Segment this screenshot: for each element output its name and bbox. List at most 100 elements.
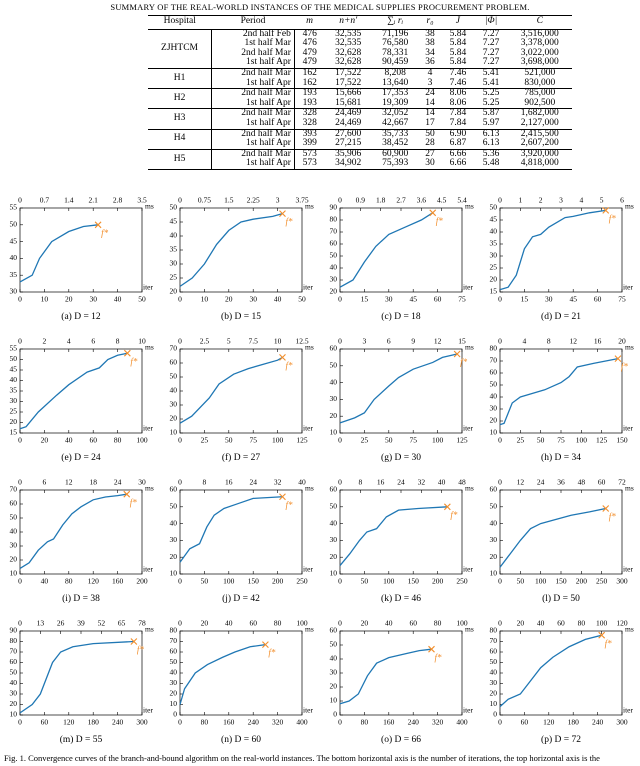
y-tick-label: 40 xyxy=(10,527,18,536)
top-axis-label: ms xyxy=(625,202,634,211)
top-tick-label: 8 xyxy=(547,337,551,346)
top-tick-label: 0 xyxy=(338,337,342,346)
table-row: H1 2nd half Mar 162 17,522 8,208 4 7.46 5.41 521… xyxy=(148,67,572,89)
table-row: H3 2nd half Mar 328 24,469 32,052 14 7.84 5.87 1… xyxy=(148,108,572,130)
value-cell: 7.27 xyxy=(482,57,500,68)
convergence-line xyxy=(179,644,266,705)
value-cell: 32,535 xyxy=(324,28,372,40)
y-tick-label: 50 xyxy=(10,513,18,522)
header-cell: C xyxy=(507,15,572,30)
y-tick-label: 10 xyxy=(170,569,178,578)
top-tick-label: 32 xyxy=(274,478,282,487)
subplot-caption: (f) D = 27 xyxy=(222,452,261,463)
top-axis-label: ms xyxy=(625,343,634,352)
y-tick-label: 0 xyxy=(333,710,337,719)
top-tick-label: 2 xyxy=(539,196,543,205)
y-tick-label: 40 xyxy=(170,231,178,240)
x-axis-label: iter xyxy=(143,565,153,574)
y-tick-label: 50 xyxy=(490,203,498,212)
y-tick-label: 10 xyxy=(490,569,498,578)
value-cell: 17 xyxy=(425,117,435,128)
value-cell: 399 xyxy=(302,138,317,149)
optimum-label: f* xyxy=(460,357,468,367)
x-tick-label: 15 xyxy=(521,295,529,304)
value-cell: 32,628 xyxy=(335,47,362,58)
plot-frame xyxy=(19,630,143,716)
y-tick-label: 20 xyxy=(170,287,178,296)
top-tick-label: 30 xyxy=(138,478,146,487)
x-tick-label: 100 xyxy=(383,577,395,586)
y-tick-label: 20 xyxy=(170,689,178,698)
top-tick-label: 0.7 xyxy=(40,196,50,205)
y-tick-label: 60 xyxy=(10,657,18,666)
top-axis-label: ms xyxy=(145,625,154,634)
top-axis-label: ms xyxy=(465,625,474,634)
optimum-marker xyxy=(429,209,437,217)
value-cell: 5.87 xyxy=(474,108,508,119)
value-cell: 5.25 xyxy=(482,97,500,108)
y-tick-label: 40 xyxy=(170,668,178,677)
x-tick-label: 0 xyxy=(498,295,502,304)
convergence-line xyxy=(499,634,602,708)
top-tick-label: 3 xyxy=(363,337,367,346)
x-axis-label: iter xyxy=(143,283,153,292)
optimum-marker xyxy=(262,641,269,649)
value-cell: 30 xyxy=(425,158,435,169)
value-cell: 6.90 xyxy=(441,128,475,140)
y-tick-label: 50 xyxy=(330,502,338,511)
y-tick-label: 25 xyxy=(10,407,18,416)
x-axis-label: iter xyxy=(623,283,633,292)
value-cell: 5.36 xyxy=(474,148,508,160)
top-tick-label: 0.75 xyxy=(198,196,211,205)
y-tick-label: 30 xyxy=(10,541,18,550)
period-cell: 1st half Apr xyxy=(211,78,295,89)
y-tick-label: 30 xyxy=(330,535,338,544)
y-tick-label: 20 xyxy=(330,287,338,296)
y-tick-label: 80 xyxy=(490,344,498,353)
plot-frame xyxy=(499,489,623,575)
y-tick-label: 60 xyxy=(170,485,178,494)
top-tick-label: 5 xyxy=(600,196,604,205)
convergence-line xyxy=(19,640,134,714)
y-tick-label: 30 xyxy=(490,535,498,544)
top-tick-label: 13 xyxy=(37,619,45,628)
x-tick-label: 75 xyxy=(557,436,565,445)
y-tick-label: 20 xyxy=(330,552,338,561)
value-cell: 1,682,000 xyxy=(507,108,572,119)
value-cell: 75,393 xyxy=(382,158,409,169)
y-tick-label: 40 xyxy=(490,668,498,677)
x-tick-label: 20 xyxy=(41,436,49,445)
top-tick-label: 100 xyxy=(456,619,468,628)
y-tick-label: 20 xyxy=(170,552,178,561)
table-row: H2 2nd half Mar 193 15,666 17,353 24 8.06 5.25 7… xyxy=(148,88,572,109)
y-tick-label: 70 xyxy=(10,647,18,656)
optimum-marker xyxy=(602,505,610,512)
x-tick-label: 60 xyxy=(594,295,602,304)
x-tick-label: 50 xyxy=(537,436,545,445)
top-tick-label: 0 xyxy=(498,196,502,205)
top-tick-label: 0 xyxy=(18,196,22,205)
top-tick-label: 0.9 xyxy=(356,196,366,205)
y-tick-label: 0 xyxy=(493,710,497,719)
y-tick-label: 60 xyxy=(170,358,178,367)
x-tick-label: 300 xyxy=(136,718,148,727)
top-axis-label: ms xyxy=(625,484,634,493)
optimum-label: f* xyxy=(609,512,617,522)
y-tick-label: 30 xyxy=(490,678,498,687)
optimum-label: f* xyxy=(285,217,293,227)
y-tick-label: 30 xyxy=(490,251,498,260)
y-tick-label: 60 xyxy=(330,239,338,248)
value-cell: 24,469 xyxy=(335,117,362,128)
x-tick-label: 240 xyxy=(112,718,124,727)
value-cell: 4 xyxy=(418,67,442,79)
y-tick-label: 35 xyxy=(170,245,178,254)
x-tick-label: 30 xyxy=(89,295,97,304)
optimum-label: f* xyxy=(621,362,629,372)
value-cell: 71,196 xyxy=(371,28,419,40)
optimum-label: f* xyxy=(130,497,138,507)
top-tick-label: 4 xyxy=(523,337,527,346)
value-cell: 479 xyxy=(302,47,317,58)
y-tick-label: 20 xyxy=(490,552,498,561)
